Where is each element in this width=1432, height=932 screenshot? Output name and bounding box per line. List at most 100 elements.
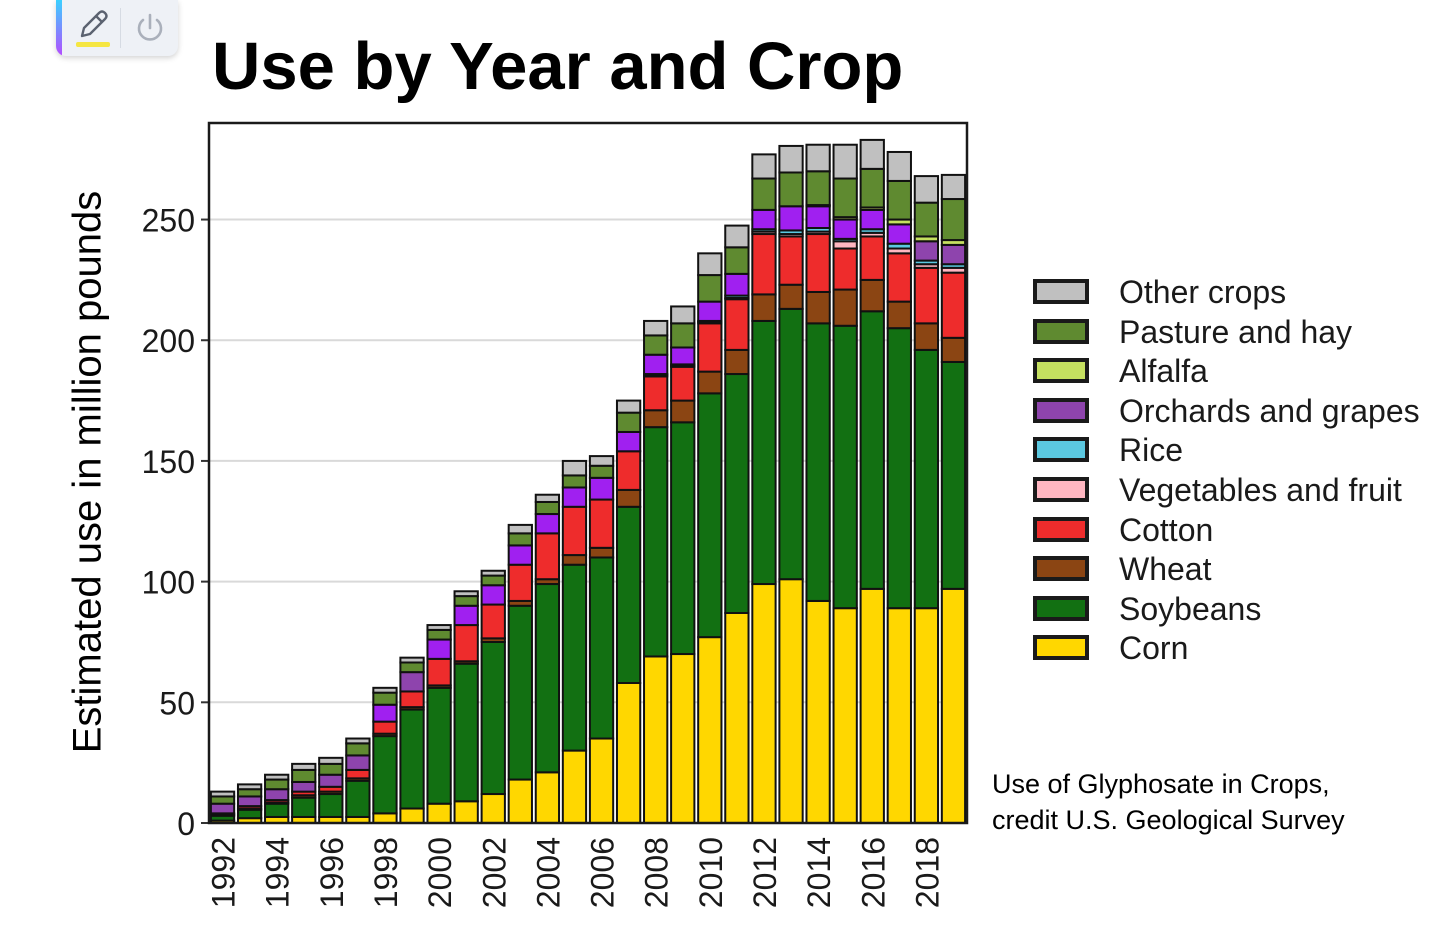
x-tick-label: 2006 (585, 837, 621, 908)
power-button[interactable] (122, 0, 178, 56)
bar-segment (886, 607, 912, 825)
caption-line-1: Use of Glyphosate in Crops, (992, 769, 1330, 799)
bar-segment (264, 778, 290, 791)
bar-segment (588, 455, 615, 467)
x-tick-label: 1998 (368, 837, 404, 908)
x-tick-label: 1996 (314, 837, 350, 908)
bar-segment (480, 603, 506, 640)
bar-segment (697, 322, 723, 373)
bar-segment (588, 464, 615, 479)
bar-segment (615, 488, 642, 508)
bar-segment (697, 636, 723, 825)
bar-segment (697, 370, 723, 395)
bar-segment (588, 546, 615, 559)
bar-segment (264, 802, 290, 818)
bar-segment (561, 486, 588, 508)
bar-segment (913, 322, 940, 351)
bar-segment (507, 563, 533, 602)
caption-line-2: credit U.S. Geological Survey (992, 805, 1345, 835)
bar-segment (859, 235, 885, 281)
bar-segment (561, 749, 588, 824)
bar-segment (291, 796, 317, 818)
bar-segment (291, 768, 317, 783)
legend-swatch (1033, 556, 1089, 582)
bar-segment (670, 322, 696, 349)
x-tick-label: 2008 (639, 837, 675, 908)
floating-toolbar (56, 0, 178, 56)
bar-segment (480, 793, 506, 825)
x-tick-label: 2010 (693, 837, 729, 908)
y-tick-label: 150 (142, 444, 195, 480)
bar-segment (859, 278, 885, 313)
bar-segment (940, 336, 967, 363)
bar-segment (805, 143, 831, 173)
bar-segment (805, 599, 831, 824)
bar-segment (751, 319, 777, 586)
bar-segment (588, 556, 615, 740)
bar-segment (615, 411, 642, 433)
bar-segment (643, 655, 669, 825)
pen-button[interactable] (64, 0, 120, 56)
legend-swatch (1033, 437, 1089, 463)
bar-segment (913, 240, 940, 262)
bar-segment (561, 554, 588, 566)
bar-segment (724, 298, 750, 351)
bar-segment (507, 604, 533, 781)
x-tick-label: 1992 (206, 837, 242, 908)
caption: Use of Glyphosate in Crops, credit U.S. … (992, 766, 1345, 838)
pen-accent-bar (76, 42, 110, 47)
bar-segment (291, 780, 317, 793)
legend-item: Wheat (1033, 549, 1432, 589)
bar-segment (643, 409, 669, 429)
bar-segment (453, 595, 479, 607)
legend-item: Corn (1033, 628, 1432, 668)
bar-segment (832, 143, 858, 180)
bar-segment (291, 762, 317, 771)
legend-swatch (1033, 635, 1089, 661)
bar-segment (670, 305, 696, 325)
bar-segment (399, 661, 425, 674)
bar-segment (453, 624, 479, 663)
bar-segment (724, 246, 750, 275)
bar-segment (859, 138, 885, 170)
bar-segment (778, 205, 804, 232)
bar-segment (913, 175, 940, 204)
legend-item: Pasture and hay (1033, 312, 1432, 352)
bar-segment (534, 500, 561, 516)
bar-segment (615, 399, 642, 414)
toolbar-divider (120, 8, 121, 48)
bar-segment (615, 505, 642, 684)
bar-segment (832, 607, 858, 825)
bar-segment (426, 802, 452, 824)
bar-segment (615, 682, 642, 824)
bar-segment (751, 293, 777, 322)
bar-segment (534, 493, 561, 503)
x-tick-label: 1994 (260, 837, 296, 908)
bar-segment (372, 720, 398, 735)
x-tick-label: 2002 (476, 837, 512, 908)
bar-segment (426, 624, 452, 631)
bar-segment (886, 150, 912, 182)
bar-segment (778, 578, 804, 825)
bar-segment (859, 167, 885, 209)
bar-segment (426, 657, 452, 687)
legend-item: Vegetables and fruit (1033, 470, 1432, 510)
bar-segment (778, 307, 804, 581)
bar-segment (534, 583, 561, 774)
bar-segment (453, 590, 479, 598)
y-tick-label: 50 (159, 685, 195, 721)
bar-segment (372, 691, 398, 706)
bar-segment (318, 773, 344, 788)
legend-swatch (1033, 595, 1089, 621)
bar-segment (643, 353, 669, 376)
bar-segment (832, 177, 858, 219)
legend-item: Cotton (1033, 510, 1432, 550)
bar-segment (832, 247, 858, 291)
legend-item: Rice (1033, 430, 1432, 470)
bar-segment (643, 334, 669, 356)
y-tick-label: 100 (142, 565, 195, 601)
bar-segment (426, 628, 452, 641)
bar-segment (318, 762, 344, 776)
bar-segment (886, 300, 912, 330)
